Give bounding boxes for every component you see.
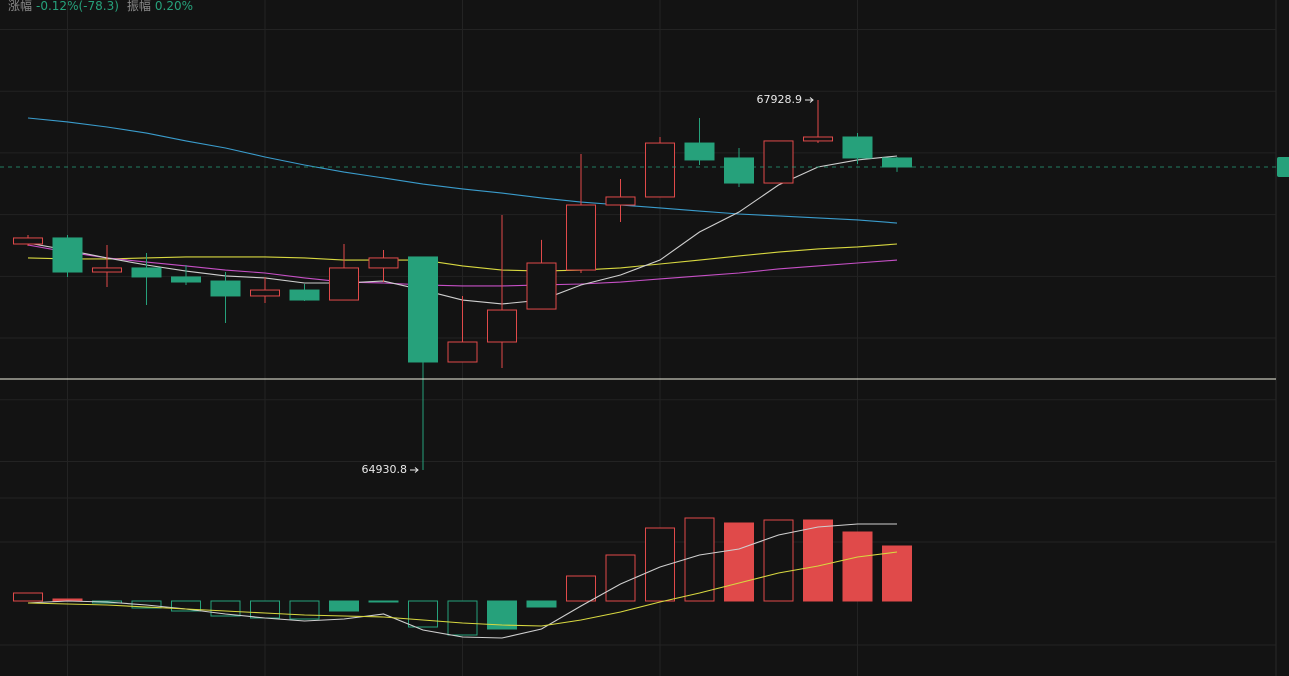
candle-body [131, 267, 162, 278]
candle-body [645, 142, 675, 198]
candle-body [882, 157, 912, 168]
annotation-arrow [805, 97, 814, 103]
candle-body [368, 257, 399, 269]
change-label: 涨幅 [8, 0, 33, 13]
macd-line [27, 523, 897, 639]
candle-body [250, 289, 280, 297]
macd-bar [13, 592, 43, 602]
macd-bar [329, 600, 359, 612]
low-annotation: 64930.8 [362, 463, 408, 476]
macd-bar [605, 554, 636, 602]
candle-body [92, 267, 122, 273]
candle-body [210, 280, 241, 297]
candle-body [684, 142, 715, 161]
macd-bar [526, 600, 557, 608]
macd-bar [645, 527, 675, 602]
macd-bar [566, 575, 596, 602]
macd-bar [408, 600, 438, 628]
candle-body [329, 267, 359, 301]
amplitude-value: 0.20% [154, 0, 194, 13]
candle-body [13, 237, 43, 245]
high-annotation: 67928.9 [757, 93, 803, 106]
macd-bar [763, 519, 794, 602]
moving-average [27, 244, 898, 287]
candle-body [52, 237, 83, 273]
candle-body [763, 140, 794, 184]
candle-body [724, 157, 754, 184]
annotation-arrow [410, 467, 419, 473]
change-value: -0.12%(-78.3) [36, 0, 119, 13]
candle-body [289, 289, 320, 301]
macd-bar [487, 600, 517, 630]
macd-bar [842, 531, 873, 602]
macd-bar [210, 600, 241, 617]
macd-bar [684, 517, 715, 602]
macd-bar [368, 600, 399, 603]
stats-header: 涨幅 -0.12%(-78.3) 振幅 0.20% [8, 0, 201, 14]
amplitude-label: 振幅 [126, 0, 151, 13]
candle-body [803, 136, 833, 142]
candle-body [842, 136, 873, 159]
candle-body [526, 262, 557, 310]
macd-bar [289, 600, 320, 620]
candle-body [408, 256, 438, 363]
candle-body [566, 204, 596, 271]
macd-bar [447, 600, 478, 636]
macd-bar [250, 600, 280, 619]
macd-line [27, 551, 898, 627]
moving-average [27, 117, 898, 224]
candle-body [171, 276, 201, 283]
candle-body [605, 196, 636, 206]
candle-body [487, 309, 517, 343]
macd-bar [803, 519, 833, 602]
last-price-tag [1277, 156, 1289, 177]
macd-bar [724, 522, 754, 602]
moving-average [27, 243, 898, 272]
candle-body [447, 341, 478, 363]
macd-bar [171, 600, 201, 612]
macd-bar [882, 545, 912, 602]
